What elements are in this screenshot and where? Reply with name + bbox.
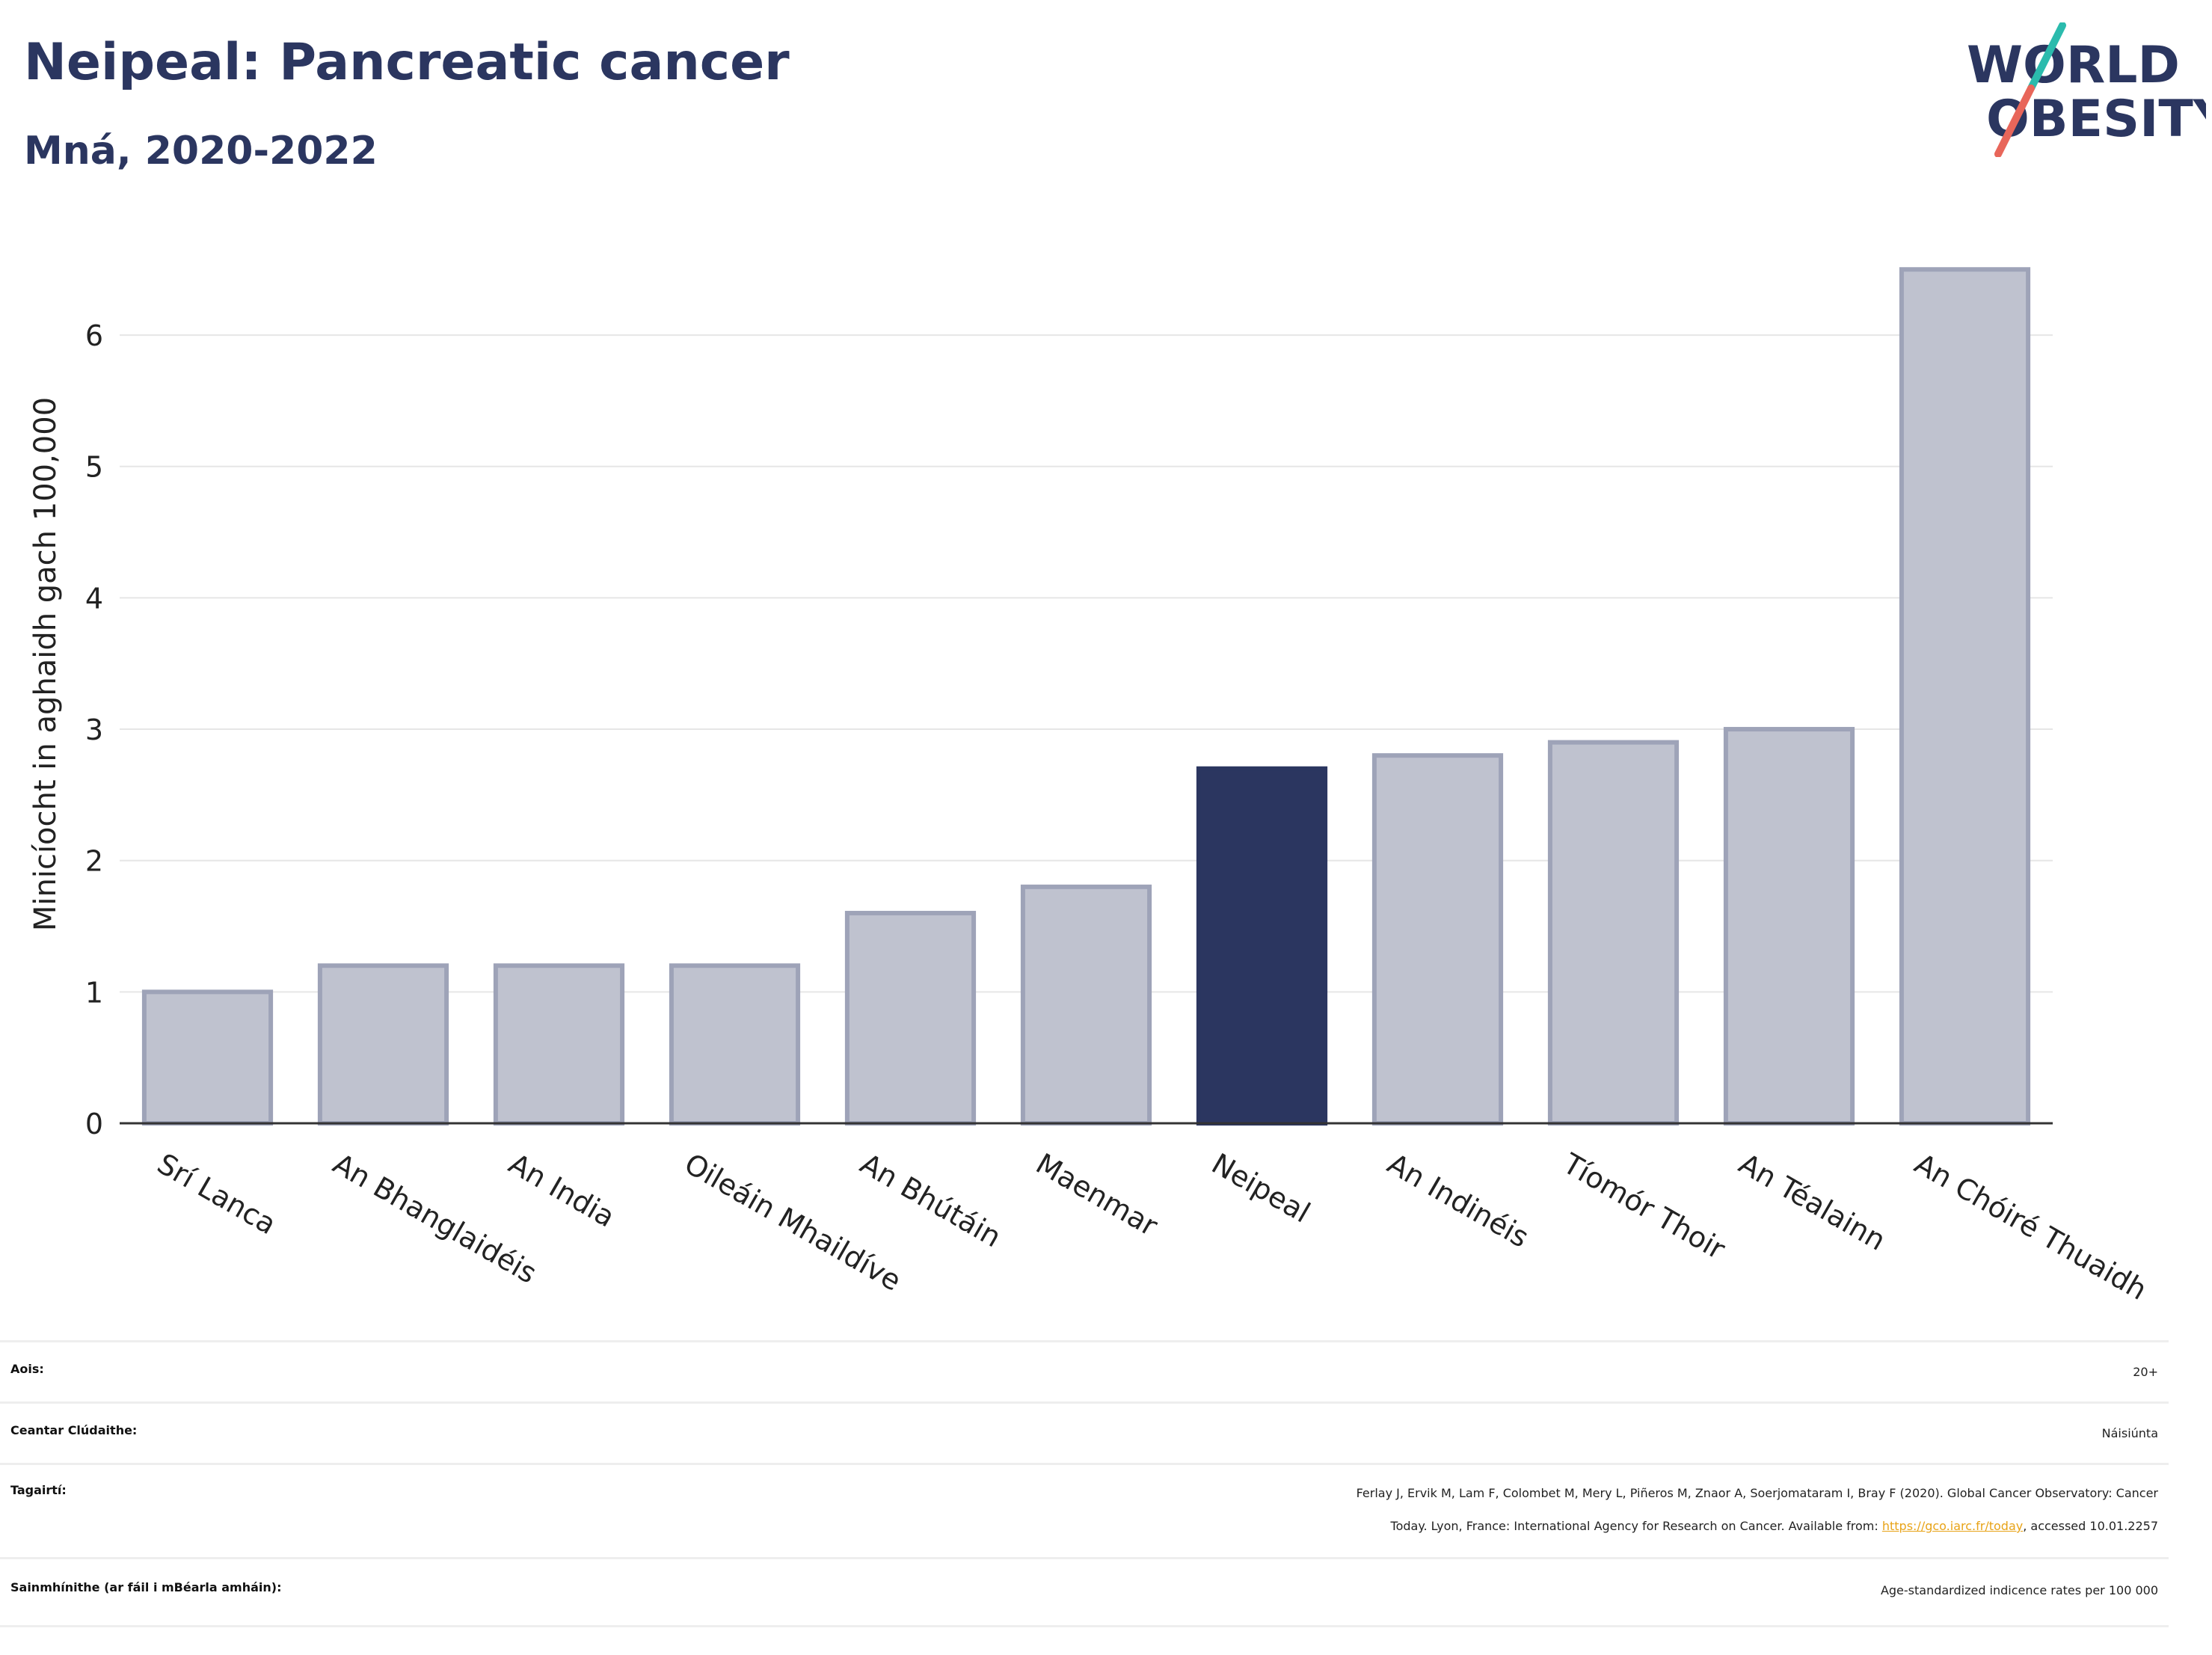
y-tick-label: 0 — [85, 1108, 103, 1140]
bars — [141, 267, 2031, 1126]
bar — [1899, 267, 2031, 1126]
y-tick-label: 3 — [85, 713, 103, 746]
references-line2-end: , accessed 10.01.2257 — [2023, 1519, 2158, 1533]
bar-highlighted — [1196, 766, 1328, 1126]
y-tick-label: 1 — [85, 976, 103, 1009]
bar — [844, 910, 977, 1126]
references-link[interactable]: https://gco.iarc.fr/today — [1881, 1519, 2024, 1533]
y-tick-label: 5 — [85, 451, 103, 484]
x-tick-label: An Téalainn — [1733, 1147, 1891, 1257]
x-tick-label: An India — [503, 1147, 621, 1234]
y-tick-label: 4 — [85, 582, 103, 615]
world-obesity-logo: WORLD OBESITY — [1967, 22, 2206, 157]
bar — [669, 963, 801, 1126]
definitions-value: Age-standardized indicence rates per 100… — [1880, 1583, 2158, 1597]
references-line2-text: Today. Lyon, France: International Agenc… — [1390, 1519, 1882, 1533]
x-tick-label: An Bhútáin — [855, 1147, 1007, 1254]
chart-subtitle: Mná, 2020-2022 — [24, 129, 378, 174]
meta-row-area: Ceantar Clúdaithe: Náisiúnta — [0, 1401, 2169, 1465]
bar — [1020, 884, 1152, 1126]
chart-title: Neipeal: Pancreatic cancer — [24, 33, 790, 92]
meta-row-age: Aois: 20+ — [0, 1340, 2169, 1404]
references-label: Tagairtí: — [10, 1483, 67, 1497]
x-tick-label: Tíomór Thoir — [1557, 1146, 1731, 1266]
bar — [317, 963, 449, 1126]
references-line1: Ferlay J, Ervik M, Lam F, Colombet M, Me… — [1356, 1486, 2158, 1500]
y-tick-label: 2 — [85, 845, 103, 878]
y-tick-labels: 0 1 2 3 4 5 6 — [85, 319, 103, 1140]
y-axis-label: Minicíocht in aghaidh gach 100,000 — [28, 397, 63, 931]
x-tick-label: Maenmar — [1030, 1147, 1164, 1243]
area-label: Ceantar Clúdaithe: — [10, 1423, 138, 1437]
age-label: Aois: — [10, 1362, 44, 1376]
bar — [1547, 740, 1680, 1126]
meta-row-definitions: Sainmhínithe (ar fáil i mBéarla amháin):… — [0, 1557, 2169, 1627]
references-line2: Today. Lyon, France: International Agenc… — [1357, 1510, 2158, 1543]
x-tick-label: An Indinéis — [1382, 1147, 1534, 1254]
definitions-label: Sainmhínithe (ar fáil i mBéarla amháin): — [10, 1580, 282, 1594]
logo-line1: WORLD — [1967, 36, 2180, 95]
age-value: 20+ — [2133, 1365, 2158, 1379]
references-value: Ferlay J, Ervik M, Lam F, Colombet M, Me… — [1357, 1477, 2158, 1543]
x-tick-label: Srí Lanca — [152, 1147, 282, 1241]
bar — [1723, 727, 1855, 1126]
bar — [1371, 753, 1504, 1126]
x-tick-label: Neipeal — [1206, 1147, 1315, 1229]
area-value: Náisiúnta — [2101, 1426, 2158, 1440]
bar — [493, 963, 625, 1126]
y-tick-label: 6 — [85, 319, 103, 352]
bar — [141, 989, 274, 1126]
x-tick-label: An Chóiré Thuaidh — [1909, 1147, 2152, 1307]
meta-row-references: Tagairtí: Ferlay J, Ervik M, Lam F, Colo… — [0, 1463, 2169, 1559]
